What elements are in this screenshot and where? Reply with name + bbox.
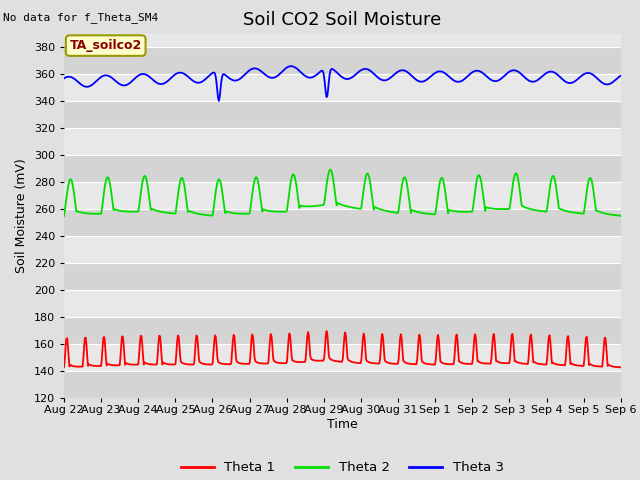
Bar xyxy=(64,372,621,398)
Bar xyxy=(64,209,621,236)
Bar xyxy=(64,101,621,128)
Title: Soil CO2 Soil Moisture: Soil CO2 Soil Moisture xyxy=(243,11,442,29)
Bar xyxy=(64,155,621,182)
Bar xyxy=(64,317,621,344)
Legend: Theta 1, Theta 2, Theta 3: Theta 1, Theta 2, Theta 3 xyxy=(175,456,509,480)
X-axis label: Time: Time xyxy=(327,418,358,431)
Text: TA_soilco2: TA_soilco2 xyxy=(70,39,142,52)
Bar xyxy=(64,47,621,74)
Y-axis label: Soil Moisture (mV): Soil Moisture (mV) xyxy=(15,158,28,274)
Bar xyxy=(64,264,621,290)
Text: No data for f_Theta_SM4: No data for f_Theta_SM4 xyxy=(3,12,159,23)
